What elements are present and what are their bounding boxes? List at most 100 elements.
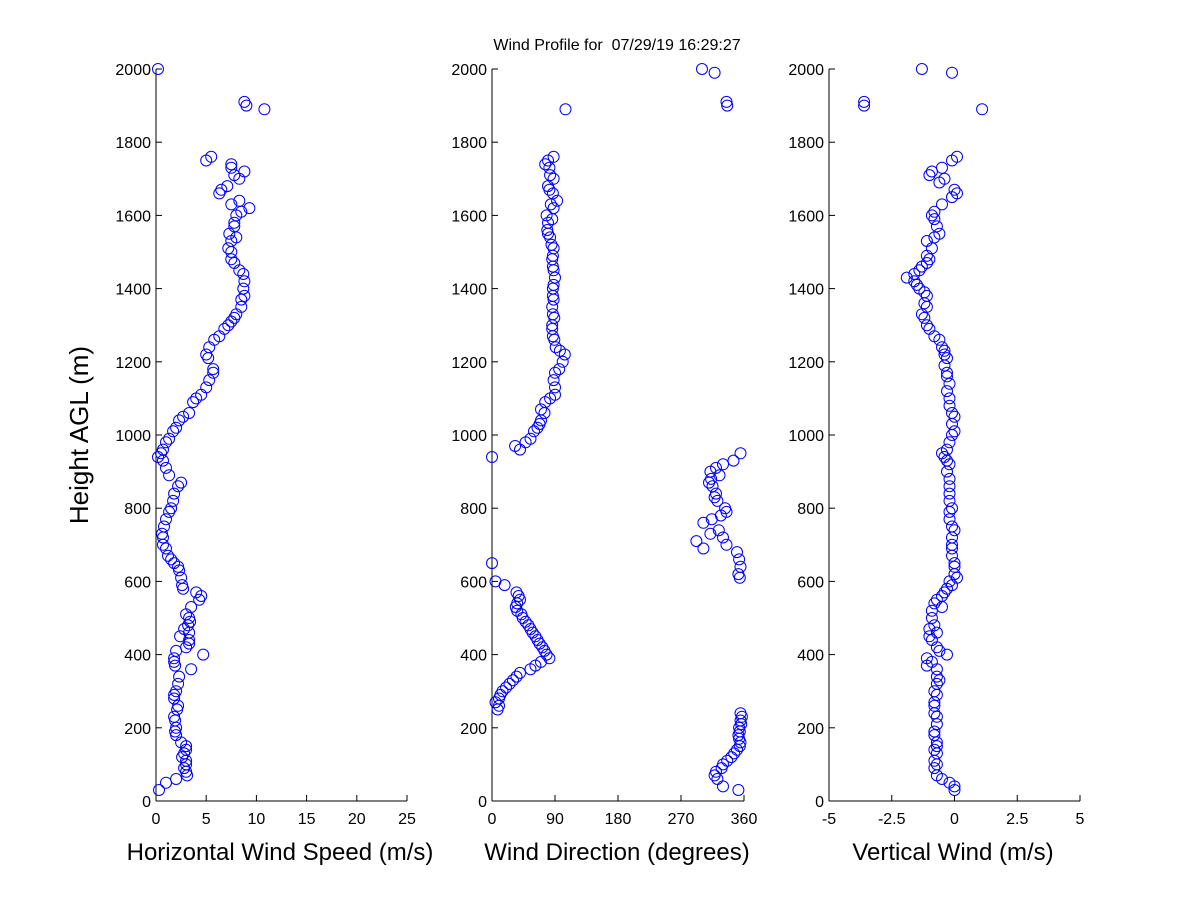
data-point xyxy=(923,623,936,635)
data-point xyxy=(703,476,715,489)
y-tick-label: 1600 xyxy=(788,208,824,225)
y-tick-label: 1600 xyxy=(115,208,151,225)
y-tick-label: 1000 xyxy=(451,428,487,445)
data-point xyxy=(228,216,241,229)
y-tick-label: 1400 xyxy=(115,282,151,299)
data-point xyxy=(233,172,246,185)
data-point xyxy=(946,191,958,204)
data-point xyxy=(925,612,938,624)
data-point xyxy=(538,407,551,419)
data-point xyxy=(168,487,181,500)
y-tick-label: 0 xyxy=(142,794,151,811)
x-tick-label: 20 xyxy=(348,811,366,828)
data-point xyxy=(708,769,721,782)
y-tick-label: 600 xyxy=(460,574,487,591)
data-point xyxy=(491,703,504,716)
data-point xyxy=(547,293,560,306)
data-point xyxy=(155,447,167,460)
y-tick-label: 1400 xyxy=(451,282,487,299)
data-point xyxy=(559,103,572,116)
data-point xyxy=(717,458,729,471)
data-point xyxy=(173,564,186,577)
data-point xyxy=(943,436,956,449)
x-axis-title-direction: Wind Direction (degrees) xyxy=(484,839,749,866)
data-point xyxy=(928,762,941,775)
y-tick-label: 1800 xyxy=(115,135,151,152)
data-point xyxy=(936,773,948,785)
x-tick-label: 0 xyxy=(488,811,497,828)
data-point xyxy=(197,648,210,661)
data-point xyxy=(910,278,923,291)
data-point xyxy=(514,666,526,679)
data-point xyxy=(943,392,956,405)
data-point xyxy=(238,289,251,302)
data-point xyxy=(543,652,556,665)
y-tick-label: 400 xyxy=(797,648,824,665)
data-point xyxy=(930,670,943,683)
data-point xyxy=(943,377,956,390)
y-tick-label: 1200 xyxy=(451,355,487,372)
y-tick-label: 0 xyxy=(815,794,824,811)
data-point xyxy=(733,571,746,584)
y-tick-label: 2000 xyxy=(788,62,824,79)
data-point xyxy=(708,491,721,504)
data-point xyxy=(235,293,248,306)
x-tick-label: -5 xyxy=(822,811,836,828)
data-point xyxy=(177,582,190,595)
vertical-wind-panel: Vertical Wind (m/s) -5 -2.5 0 2.5 5 0 200 400 60… xyxy=(788,62,1084,866)
data-point xyxy=(923,630,936,643)
horizontal-wind-speed-panel: Horizontal Wind Speed (m/s) 0 5 10 15 20 25 0 2… xyxy=(115,62,433,866)
data-point xyxy=(243,202,256,215)
data-point xyxy=(728,747,741,760)
data-point xyxy=(213,187,226,200)
data-point xyxy=(486,557,498,570)
data-point xyxy=(169,659,182,672)
data-point xyxy=(160,513,172,526)
x-tick-label: 90 xyxy=(546,811,564,828)
data-point xyxy=(946,154,958,167)
y-tick-label: 1000 xyxy=(788,428,824,445)
x-tick-label: -2.5 xyxy=(878,811,906,828)
data-point xyxy=(190,392,203,405)
y-tick-label: 1000 xyxy=(115,428,151,445)
data-point xyxy=(948,425,961,438)
data-point xyxy=(225,158,238,171)
data-point xyxy=(168,688,181,701)
y-tick-label: 1600 xyxy=(451,208,487,225)
data-point xyxy=(727,454,740,467)
data-point xyxy=(923,253,936,266)
data-point xyxy=(943,458,956,471)
data-point xyxy=(928,699,941,712)
data-point xyxy=(943,399,956,412)
data-point xyxy=(928,205,941,218)
data-point xyxy=(183,634,196,646)
data-point xyxy=(697,516,710,529)
y-tick-label: 200 xyxy=(797,721,824,738)
data-point xyxy=(941,465,953,478)
x-axis-title-speed: Horizontal Wind Speed (m/s) xyxy=(127,839,434,866)
data-point xyxy=(157,538,169,551)
data-point xyxy=(182,619,195,632)
data-point xyxy=(946,549,958,562)
data-point xyxy=(541,224,554,236)
data-point xyxy=(509,440,522,452)
data-point xyxy=(941,385,953,398)
data-point xyxy=(175,476,188,489)
data-point xyxy=(221,180,234,193)
data-point xyxy=(225,161,238,174)
data-point xyxy=(920,249,933,262)
data-point xyxy=(712,524,725,537)
data-point xyxy=(514,593,526,606)
data-point xyxy=(503,677,516,690)
data-point xyxy=(733,553,746,566)
y-tick-label: 1400 xyxy=(788,282,824,299)
data-point xyxy=(544,198,557,211)
data-point xyxy=(943,480,956,493)
x-tick-label: 0 xyxy=(152,811,161,828)
data-point xyxy=(180,740,193,753)
data-point xyxy=(531,421,544,434)
data-point xyxy=(207,363,220,376)
data-point xyxy=(486,451,498,463)
data-point xyxy=(946,502,958,515)
